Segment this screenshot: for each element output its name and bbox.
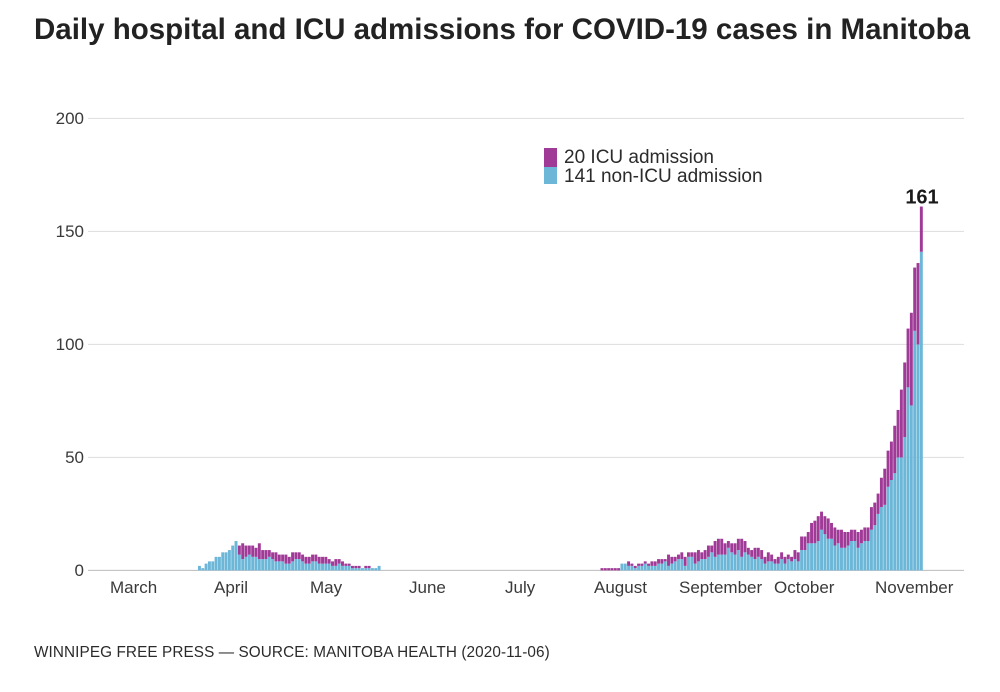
svg-text:May: May	[310, 578, 343, 597]
svg-text:August: August	[594, 578, 647, 597]
svg-text:November: November	[875, 578, 954, 597]
svg-text:50: 50	[65, 448, 84, 467]
svg-text:March: March	[110, 578, 157, 597]
svg-text:April: April	[214, 578, 248, 597]
svg-text:100: 100	[56, 335, 84, 354]
svg-text:October: October	[774, 578, 835, 597]
svg-text:June: June	[409, 578, 446, 597]
svg-text:150: 150	[56, 222, 84, 241]
svg-text:September: September	[679, 578, 762, 597]
svg-text:161: 161	[905, 187, 938, 209]
svg-text:200: 200	[56, 109, 84, 128]
svg-text:July: July	[505, 578, 536, 597]
svg-text:141 non-ICU admission: 141 non-ICU admission	[564, 166, 763, 187]
svg-text:0: 0	[75, 561, 84, 580]
svg-text:20 ICU admission: 20 ICU admission	[564, 147, 714, 168]
